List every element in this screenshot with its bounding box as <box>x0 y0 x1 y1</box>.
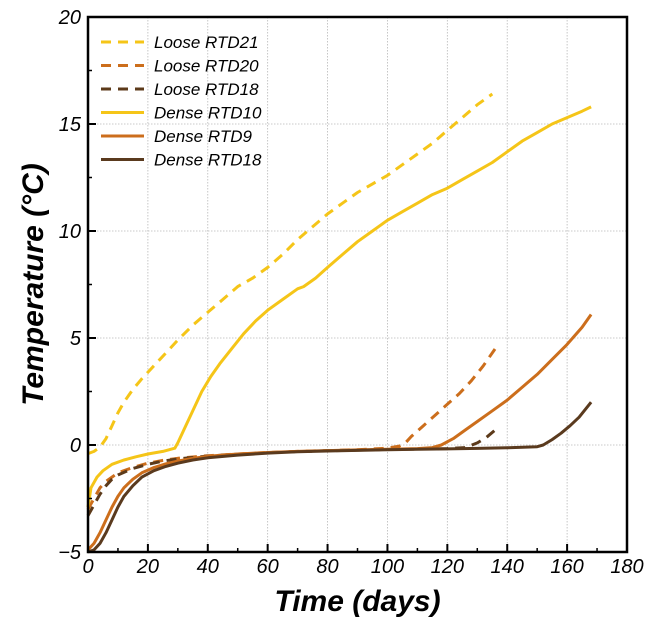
legend: Loose RTD21 Loose RTD20 Loose RTD18 Dense R… <box>101 33 262 170</box>
series-line-4 <box>86 105 592 508</box>
x-axis-title: Time (days) <box>274 585 440 618</box>
x-tick-label: 120 <box>431 556 464 578</box>
y-tick-label: 0 <box>70 435 81 457</box>
legend-label: Dense RTD10 <box>154 104 262 123</box>
series-line-6 <box>87 401 593 554</box>
y-tick-label: 5 <box>70 328 82 350</box>
x-tick-label: 180 <box>610 556 643 578</box>
x-tick-label: 60 <box>257 556 279 578</box>
x-tick-label: 20 <box>136 556 159 578</box>
x-tick-label: 0 <box>82 556 93 578</box>
y-tick-label: 15 <box>59 114 82 136</box>
x-tick-label: 40 <box>197 556 219 578</box>
y-axis-title: Temperature (°C) <box>17 163 50 406</box>
x-tick-label: 100 <box>371 556 404 578</box>
x-tick-label: 140 <box>491 556 524 578</box>
x-tick-label: 160 <box>550 556 583 578</box>
legend-label: Loose RTD21 <box>154 33 259 52</box>
y-tick-label: −5 <box>58 542 82 564</box>
legend-label: Dense RTD18 <box>154 151 262 170</box>
y-tick-label: 20 <box>58 7 81 29</box>
series-lines <box>86 92 593 554</box>
legend-label: Loose RTD18 <box>154 80 259 99</box>
series-line-5 <box>86 313 593 551</box>
legend-label: Loose RTD20 <box>154 57 259 76</box>
x-tick-label: 80 <box>316 556 338 578</box>
legend-label: Dense RTD9 <box>154 127 252 146</box>
y-tick-label: 10 <box>59 221 81 243</box>
series-line-1 <box>87 92 494 456</box>
grid-lines <box>88 17 627 552</box>
axis-ticks <box>87 16 628 553</box>
